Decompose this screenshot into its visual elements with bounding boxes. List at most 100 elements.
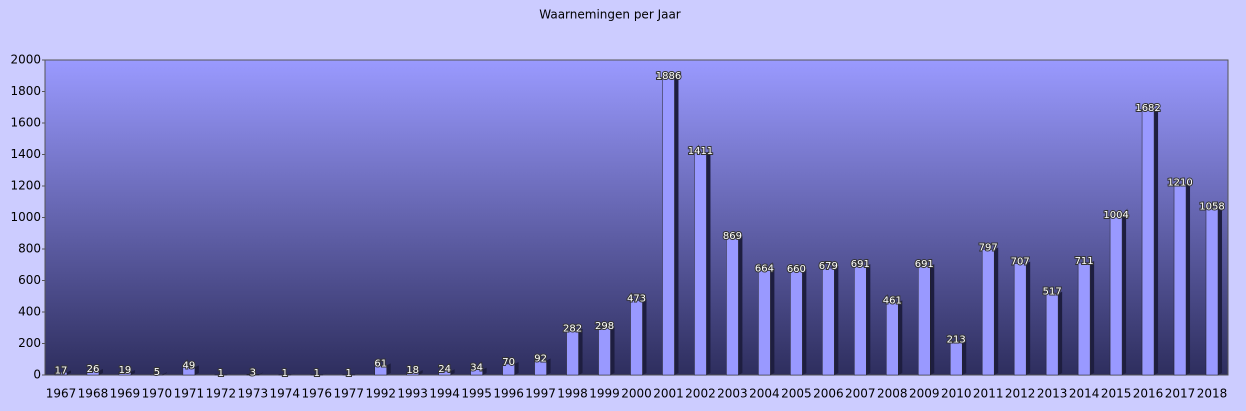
- value-label: 26: [87, 364, 100, 375]
- bar: [981, 249, 995, 376]
- x-tick-label: 2003: [717, 387, 748, 401]
- value-label: 18: [406, 365, 419, 376]
- x-tick-label: 1997: [525, 387, 556, 401]
- x-tick-label: 1996: [493, 387, 524, 401]
- bar-side: [898, 300, 903, 375]
- bar-side: [674, 75, 679, 375]
- x-tick-label: 2006: [813, 387, 844, 401]
- value-label: 213: [947, 334, 966, 345]
- y-tick-label: 2000: [10, 53, 41, 67]
- value-label: 711: [1075, 256, 1094, 267]
- value-label: 660: [787, 264, 806, 275]
- bar-side: [930, 264, 935, 375]
- bar-side: [226, 372, 231, 375]
- bar-side: [514, 361, 519, 375]
- bar-side: [1186, 182, 1191, 375]
- bar: [1013, 263, 1027, 376]
- value-label: 1: [346, 368, 352, 379]
- bar-side: [642, 298, 647, 375]
- value-label: 34: [470, 363, 483, 374]
- y-tick-label: 0: [33, 368, 41, 382]
- bar: [86, 370, 100, 376]
- x-tick-label: 1971: [174, 387, 205, 401]
- bar-side: [802, 269, 807, 375]
- value-label: 517: [1043, 287, 1062, 298]
- bar: [54, 372, 68, 376]
- value-label: 691: [915, 259, 934, 270]
- bar: [1141, 109, 1155, 376]
- x-tick-label: 1992: [365, 387, 396, 401]
- value-label: 679: [819, 261, 838, 272]
- x-tick-label: 2007: [845, 387, 876, 401]
- bar-side: [1058, 291, 1063, 375]
- bar-side: [162, 372, 167, 375]
- bar-side: [962, 339, 967, 375]
- bar: [918, 265, 931, 376]
- x-tick-label: 1968: [78, 387, 109, 401]
- x-tick-label: 1995: [461, 387, 492, 401]
- value-label: 461: [883, 295, 902, 306]
- value-label: 70: [502, 357, 515, 368]
- bar: [886, 302, 899, 376]
- chart-title: Waarnemingen per Jaar: [539, 8, 681, 22]
- value-label: 17: [55, 365, 68, 376]
- value-label: 1004: [1103, 210, 1128, 221]
- bar: [118, 371, 132, 376]
- x-tick-label: 2010: [941, 387, 972, 401]
- bar-side: [258, 372, 263, 375]
- x-tick-label: 2001: [653, 387, 684, 401]
- x-tick-label: 1976: [301, 387, 332, 401]
- bar-side: [290, 372, 295, 375]
- bar-side: [386, 363, 391, 375]
- bar: [566, 330, 579, 376]
- x-tick-label: 1994: [429, 387, 460, 401]
- value-label: 797: [979, 242, 998, 253]
- value-label: 49: [183, 360, 196, 371]
- y-tick-label: 1800: [10, 84, 41, 98]
- x-tick-label: 2000: [621, 387, 652, 401]
- value-label: 691: [851, 259, 870, 270]
- value-label: 707: [1011, 257, 1030, 268]
- y-tick-label: 1400: [10, 147, 41, 161]
- value-label: 473: [627, 294, 646, 305]
- bar-side: [1122, 214, 1127, 375]
- y-tick-label: 1200: [10, 179, 41, 193]
- bar-side: [610, 326, 615, 375]
- value-label: 1210: [1167, 177, 1192, 188]
- y-tick-label: 1000: [10, 210, 41, 224]
- x-tick-label: 2017: [1165, 387, 1196, 401]
- bar: [1045, 293, 1059, 376]
- bar: [694, 152, 707, 376]
- bar-side: [194, 365, 199, 375]
- value-label: 61: [374, 358, 387, 369]
- bar: [726, 237, 739, 376]
- x-tick-label: 1970: [142, 387, 173, 401]
- bar-side: [834, 266, 839, 375]
- bar: [822, 267, 835, 376]
- y-tick-label: 800: [18, 242, 41, 256]
- value-label: 298: [595, 321, 614, 332]
- bar-side: [994, 247, 999, 375]
- x-tick-label: 2012: [1005, 387, 1036, 401]
- bar: [758, 270, 771, 376]
- value-label: 282: [563, 324, 582, 335]
- x-tick-label: 1972: [206, 387, 237, 401]
- bar-side: [450, 369, 455, 375]
- x-tick-label: 1999: [589, 387, 620, 401]
- y-tick-label: 600: [18, 273, 41, 287]
- bar-side: [354, 372, 359, 375]
- bar: [662, 77, 675, 376]
- value-label: 1: [282, 368, 288, 379]
- bar: [598, 327, 611, 376]
- x-tick-label: 2018: [1197, 387, 1228, 401]
- x-tick-label: 2016: [1133, 387, 1164, 401]
- bar-side: [322, 372, 327, 375]
- value-label: 5: [154, 367, 160, 378]
- bar-side: [1090, 261, 1095, 375]
- bar-side: [546, 358, 551, 375]
- value-label: 1: [314, 368, 320, 379]
- value-label: 1: [218, 368, 224, 379]
- y-tick-label: 200: [18, 336, 41, 350]
- bar: [1077, 262, 1091, 376]
